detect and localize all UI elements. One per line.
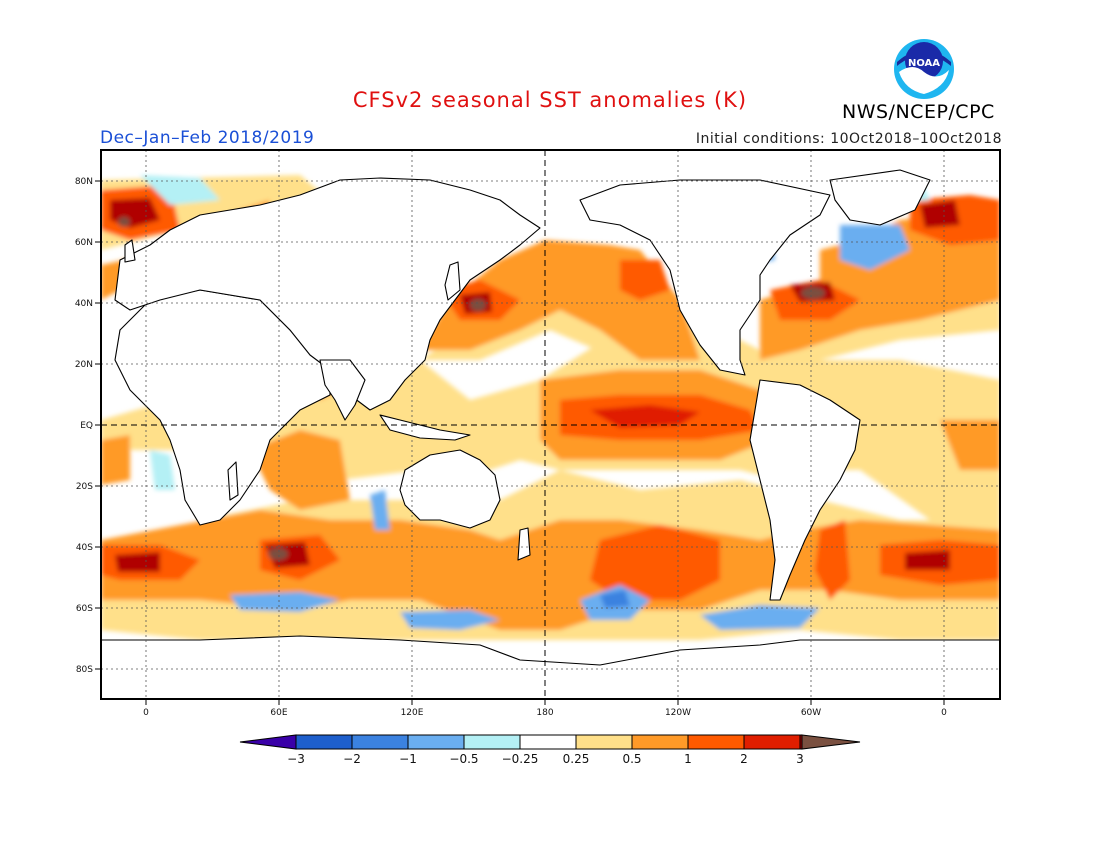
colorbar-label: 0.5 bbox=[622, 752, 641, 766]
lon-tick-120e: 120E bbox=[401, 708, 424, 718]
initial-conditions-label: Initial conditions: 10Oct2018–10Oct2018 bbox=[695, 131, 1002, 147]
season-label: Dec–Jan–Feb 2018/2019 bbox=[100, 128, 315, 148]
colorbar-swatch bbox=[743, 734, 801, 750]
anomaly-field bbox=[101, 150, 1000, 699]
colorbar-label: −0.5 bbox=[449, 752, 478, 766]
lon-tick-60w: 60W bbox=[801, 708, 821, 718]
colorbar-label: −0.25 bbox=[502, 752, 539, 766]
lat-tick-80n: 80N bbox=[75, 177, 93, 187]
reference-lines bbox=[101, 150, 1000, 699]
colorbar-label: −1 bbox=[399, 752, 417, 766]
colorbar-swatch bbox=[463, 734, 521, 750]
colorbar-swatch bbox=[687, 734, 745, 750]
colorbar-swatch-below-min bbox=[239, 734, 297, 750]
colorbar-swatch bbox=[351, 734, 409, 750]
colorbar-label: 3 bbox=[796, 752, 804, 766]
colorbar-label: 1 bbox=[684, 752, 692, 766]
colorbar-label: −3 bbox=[287, 752, 305, 766]
noaa-logo-text: NOAA bbox=[908, 58, 940, 69]
lon-tick-0: 0 bbox=[143, 708, 149, 718]
colorbar-label: −2 bbox=[343, 752, 361, 766]
chart-title: CFSv2 seasonal SST anomalies (K) bbox=[352, 88, 748, 112]
lat-tick-40n: 40N bbox=[75, 299, 93, 309]
lat-tick-20s: 20S bbox=[76, 482, 93, 492]
colorbar-label: 2 bbox=[740, 752, 748, 766]
lat-tick-20n: 20N bbox=[75, 360, 93, 370]
agency-label: NWS/NCEP/CPC bbox=[842, 101, 995, 123]
lon-tick-0-east: 0 bbox=[941, 708, 947, 718]
lon-tick-180: 180 bbox=[536, 708, 553, 718]
lat-tick-60s: 60S bbox=[76, 604, 93, 614]
continent-outlines bbox=[101, 169, 1000, 699]
lat-tick-40s: 40S bbox=[76, 543, 93, 553]
graticule bbox=[101, 150, 1000, 699]
noaa-logo: NOAA bbox=[894, 39, 954, 99]
colorbar-swatch-above-max bbox=[801, 734, 861, 750]
colorbar-swatch bbox=[295, 734, 353, 750]
colorbar-label: 0.25 bbox=[563, 752, 590, 766]
colorbar-swatch bbox=[407, 734, 465, 750]
lon-tick-60e: 60E bbox=[270, 708, 287, 718]
colorbar-swatch bbox=[631, 734, 689, 750]
lon-tick-120w: 120W bbox=[665, 708, 691, 718]
lat-tick-60n: 60N bbox=[75, 238, 93, 248]
lat-tick-eq: EQ bbox=[80, 421, 93, 431]
lat-tick-80s: 80S bbox=[76, 665, 93, 675]
colorbar-swatch bbox=[519, 734, 577, 750]
colorbar-swatch bbox=[575, 734, 633, 750]
colorbar bbox=[239, 734, 861, 750]
